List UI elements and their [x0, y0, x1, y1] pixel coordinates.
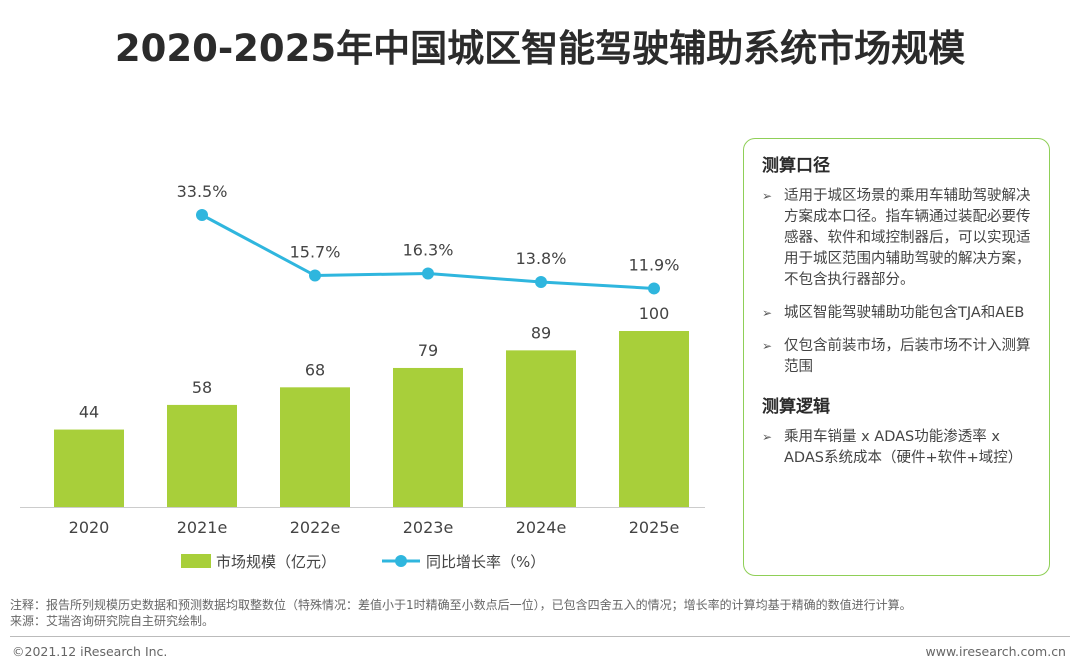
bar — [619, 331, 689, 507]
website-link[interactable]: www.iresearch.com.cn — [925, 644, 1067, 659]
footer-divider — [10, 636, 1070, 637]
growth-label: 11.9% — [629, 255, 680, 274]
panel-heading-scope: 测算口径 — [762, 156, 830, 176]
methodology-panel: 测算口径 适用于城区场景的乘用车辅助驾驶解决方案成本口径。指车辆通过装配必要传感… — [743, 138, 1050, 576]
growth-point — [422, 267, 434, 280]
x-tick-label: 2020 — [69, 518, 110, 537]
bar — [54, 429, 124, 507]
bar — [506, 350, 576, 507]
growth-label: 33.5% — [177, 182, 228, 201]
legend-swatch-bar — [181, 554, 211, 568]
growth-point — [535, 275, 547, 288]
bar-value-label: 89 — [531, 323, 551, 342]
bar-value-label: 68 — [305, 360, 325, 379]
bar — [393, 367, 463, 507]
bar — [280, 387, 350, 507]
copyright: ©2021.12 iResearch Inc. — [12, 644, 168, 659]
x-tick-label: 2024e — [516, 518, 567, 537]
x-tick-label: 2021e — [177, 518, 228, 537]
legend-marker-growth — [395, 555, 407, 567]
growth-point — [648, 282, 660, 295]
logic-list: 乘用车销量 x ADAS功能渗透率 x ADAS系统成本（硬件+软件+域控） — [762, 427, 1031, 469]
scope-list: 适用于城区场景的乘用车辅助驾驶解决方案成本口径。指车辆通过装配必要传感器、软件和… — [762, 186, 1031, 378]
growth-point — [196, 209, 208, 221]
growth-point — [309, 269, 321, 282]
chart-note: 注释：报告所列规模历史数据和预测数据均取整数位（特殊情况：差值小于1时精确至小数… — [10, 598, 912, 612]
bar-value-label: 79 — [418, 341, 438, 360]
growth-label: 13.8% — [516, 249, 567, 268]
legend-label-bar: 市场规模（亿元） — [216, 553, 336, 571]
x-tick-label: 2022e — [290, 518, 341, 537]
page-title: 2020-2025年中国城区智能驾驶辅助系统市场规模 — [114, 27, 966, 70]
bar-value-label: 100 — [639, 304, 670, 323]
chart-source: 来源：艾瑞咨询研究院自主研究绘制。 — [10, 614, 215, 628]
x-tick-label: 2025e — [629, 518, 680, 537]
legend-label-growth: 同比增长率（%） — [426, 553, 545, 571]
bar-value-label: 58 — [192, 378, 212, 397]
bar-value-label: 44 — [79, 403, 99, 422]
panel-heading-logic: 测算逻辑 — [762, 397, 830, 417]
bar — [167, 404, 237, 507]
scope-item: 仅包含前装市场，后装市场不计入测算范围 — [762, 336, 1031, 378]
growth-label: 15.7% — [290, 243, 341, 262]
scope-item: 城区智能驾驶辅助功能包含TJA和AEB — [762, 303, 1031, 324]
scope-item: 适用于城区场景的乘用车辅助驾驶解决方案成本口径。指车辆通过装配必要传感器、软件和… — [762, 186, 1031, 291]
x-tick-label: 2023e — [403, 518, 454, 537]
growth-label: 16.3% — [403, 240, 454, 259]
logic-item: 乘用车销量 x ADAS功能渗透率 x ADAS系统成本（硬件+软件+域控） — [762, 427, 1031, 469]
